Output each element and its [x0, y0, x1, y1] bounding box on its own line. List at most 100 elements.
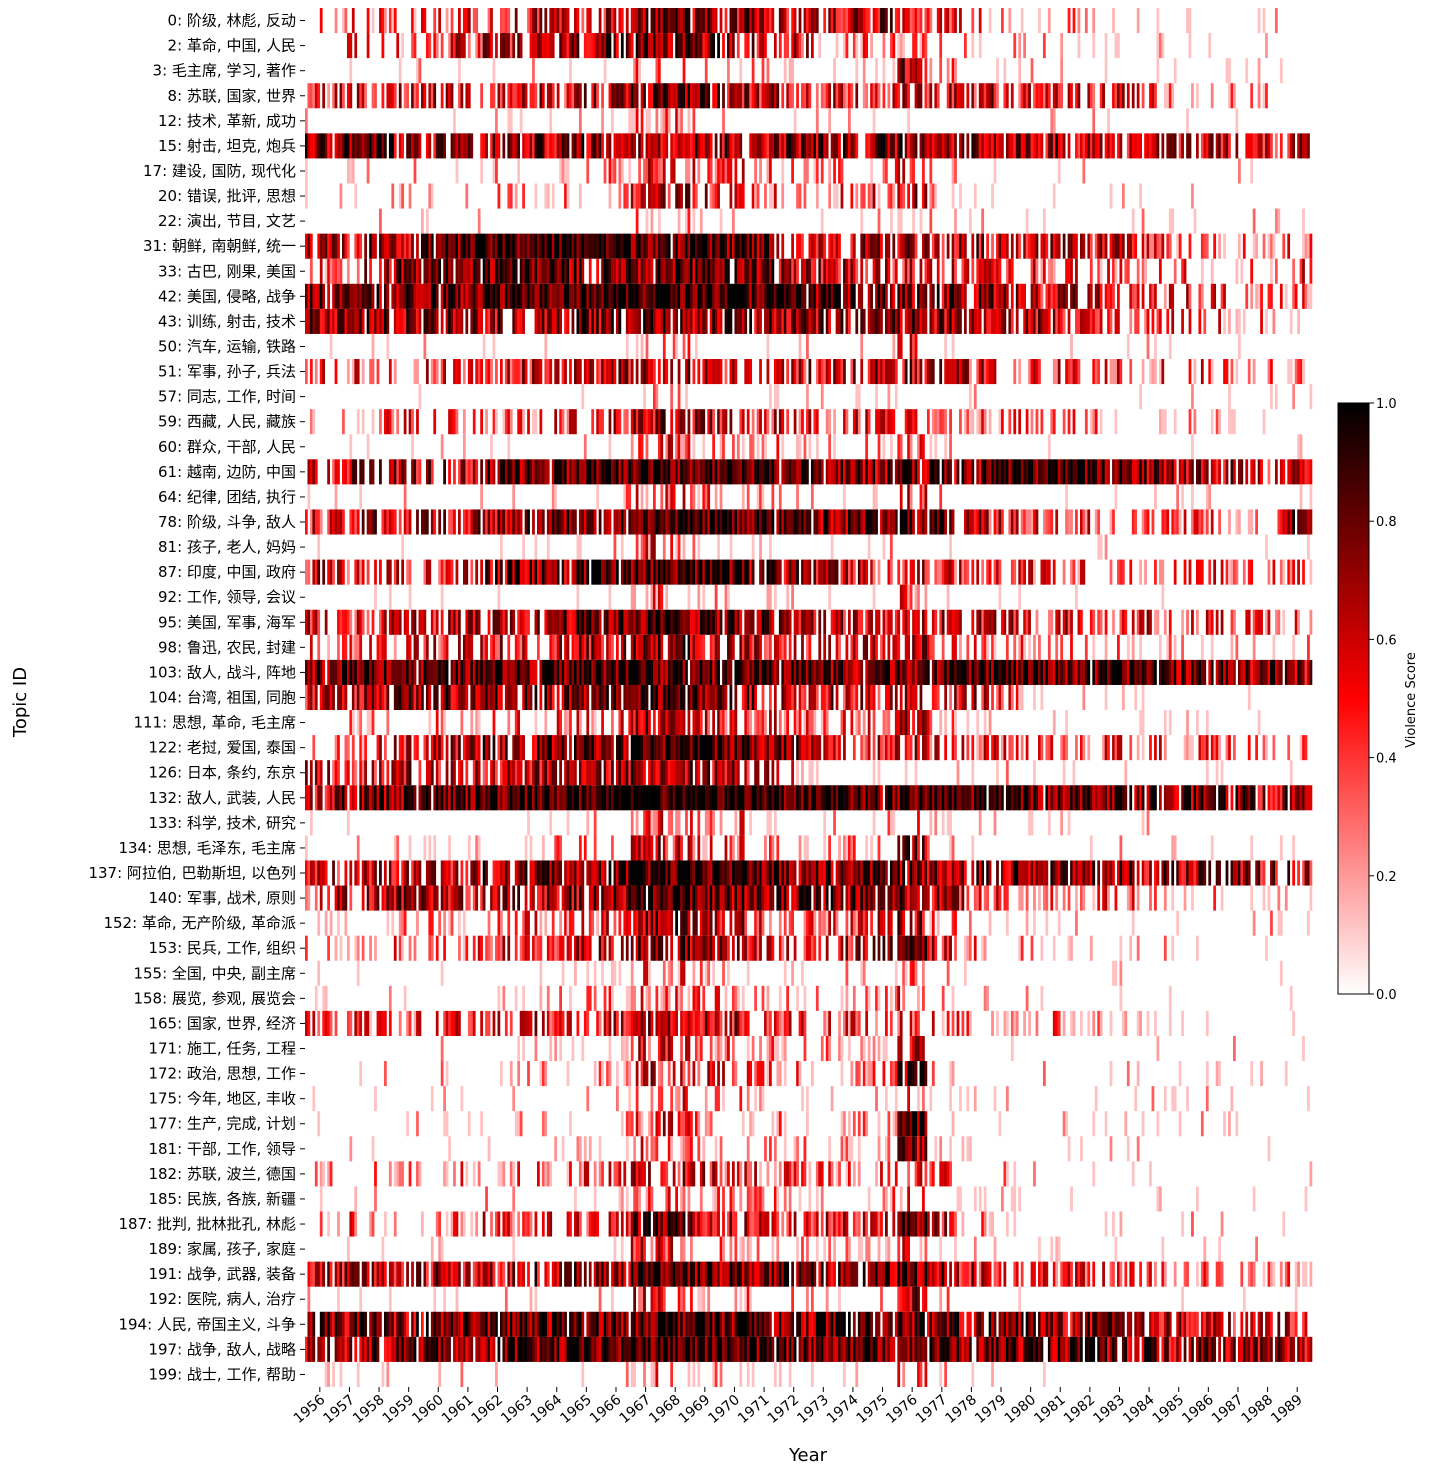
heatmap-cell — [1124, 258, 1128, 284]
heatmap-cell — [694, 233, 698, 259]
heatmap-cell — [1055, 509, 1059, 535]
heatmap-cell — [729, 534, 733, 560]
heatmap-cell — [1267, 133, 1271, 159]
heatmap-cell — [682, 8, 686, 34]
heatmap-cell — [319, 509, 323, 535]
heatmap-cell — [986, 634, 989, 660]
heatmap-cell — [808, 233, 812, 259]
heatmap-cell — [1077, 8, 1081, 34]
heatmap-cell — [665, 133, 669, 159]
heatmap-cell — [578, 133, 582, 159]
heatmap-cell — [682, 509, 686, 535]
heatmap-cell — [539, 33, 543, 59]
heatmap-cell — [653, 559, 656, 585]
heatmap-cell — [931, 233, 935, 259]
heatmap-cell — [897, 659, 901, 685]
heatmap-cell — [1274, 384, 1278, 410]
heatmap-cell — [852, 509, 856, 535]
heatmap-cell — [1104, 534, 1108, 560]
heatmap-cell — [1178, 459, 1182, 485]
heatmap-cell — [744, 634, 748, 660]
heatmap-cell — [499, 308, 503, 334]
heatmap-cell — [690, 83, 693, 109]
heatmap-cell — [307, 233, 311, 259]
heatmap-cell — [717, 634, 720, 660]
heatmap-cell — [635, 83, 639, 109]
heatmap-cell — [1040, 559, 1044, 585]
heatmap-cell — [1181, 634, 1184, 660]
heatmap-cell — [852, 409, 856, 435]
heatmap-cell — [448, 308, 451, 334]
heatmap-cell — [951, 8, 955, 34]
heatmap-cell — [1094, 283, 1098, 309]
heatmap-cell — [391, 509, 395, 535]
heatmap-cell — [403, 484, 407, 510]
heatmap-cell — [640, 183, 644, 209]
heatmap-cell — [724, 584, 728, 610]
heatmap-cell — [482, 659, 486, 685]
heatmap-cell — [983, 308, 987, 334]
heatmap-cell — [1065, 659, 1068, 685]
heatmap-cell — [1193, 659, 1197, 685]
heatmap-cell — [840, 308, 844, 334]
heatmap-cell — [1146, 659, 1150, 685]
heatmap-cell — [645, 559, 649, 585]
heatmap-cell — [559, 659, 562, 685]
heatmap-cell — [1181, 308, 1184, 334]
heatmap-cell — [764, 133, 767, 159]
heatmap-cell — [823, 283, 827, 309]
heatmap-cell — [1149, 459, 1152, 485]
heatmap-cell — [507, 8, 511, 34]
heatmap-cell — [1302, 283, 1305, 309]
heatmap-cell — [860, 183, 864, 209]
heatmap-cell — [317, 283, 321, 309]
heatmap-cell — [963, 659, 967, 685]
heatmap-cell — [1055, 133, 1059, 159]
heatmap-cell — [1055, 634, 1059, 660]
heatmap-cell — [717, 33, 720, 59]
heatmap-cell — [966, 83, 970, 109]
heatmap-cell — [445, 634, 449, 660]
heatmap-cell — [690, 133, 693, 159]
heatmap-cell — [862, 33, 866, 59]
heatmap-cell — [847, 659, 851, 685]
heatmap-cell — [796, 609, 799, 635]
heatmap-cell — [544, 283, 548, 309]
heatmap-cell — [744, 258, 748, 284]
heatmap-cell — [396, 409, 400, 435]
heatmap-cell — [477, 33, 481, 59]
heatmap-cell — [615, 133, 619, 159]
heatmap-cell — [894, 83, 898, 109]
heatmap-cell — [640, 409, 644, 435]
heatmap-cell — [1297, 459, 1300, 485]
heatmap-cell — [1309, 384, 1313, 410]
heatmap-cell — [470, 634, 474, 660]
heatmap-cell — [1230, 634, 1234, 660]
heatmap-cell — [808, 434, 812, 460]
heatmap-cell — [998, 409, 1002, 435]
heatmap-cell — [872, 233, 876, 259]
heatmap-cell — [1062, 559, 1066, 585]
heatmap-cell — [894, 158, 898, 184]
heatmap-cell — [729, 359, 733, 385]
heatmap-cell — [939, 409, 943, 435]
heatmap-cell — [640, 283, 644, 309]
heatmap-cell — [618, 133, 622, 159]
heatmap-cell — [712, 559, 716, 585]
heatmap-cell — [736, 509, 740, 535]
heatmap-cell — [973, 509, 977, 535]
heatmap-cell — [845, 409, 849, 435]
heatmap-cell — [1114, 359, 1118, 385]
heatmap-cell — [546, 133, 550, 159]
heatmap-cell — [810, 258, 814, 284]
heatmap-cell — [833, 183, 836, 209]
heatmap-cell — [922, 183, 925, 209]
heatmap-cell — [852, 609, 856, 635]
heatmap-cell — [423, 233, 427, 259]
heatmap-cell — [722, 509, 725, 535]
heatmap-cell — [736, 133, 740, 159]
heatmap-cell — [1191, 183, 1194, 209]
heatmap-cell — [670, 83, 674, 109]
heatmap-cell — [512, 484, 516, 510]
heatmap-cell — [759, 559, 762, 585]
